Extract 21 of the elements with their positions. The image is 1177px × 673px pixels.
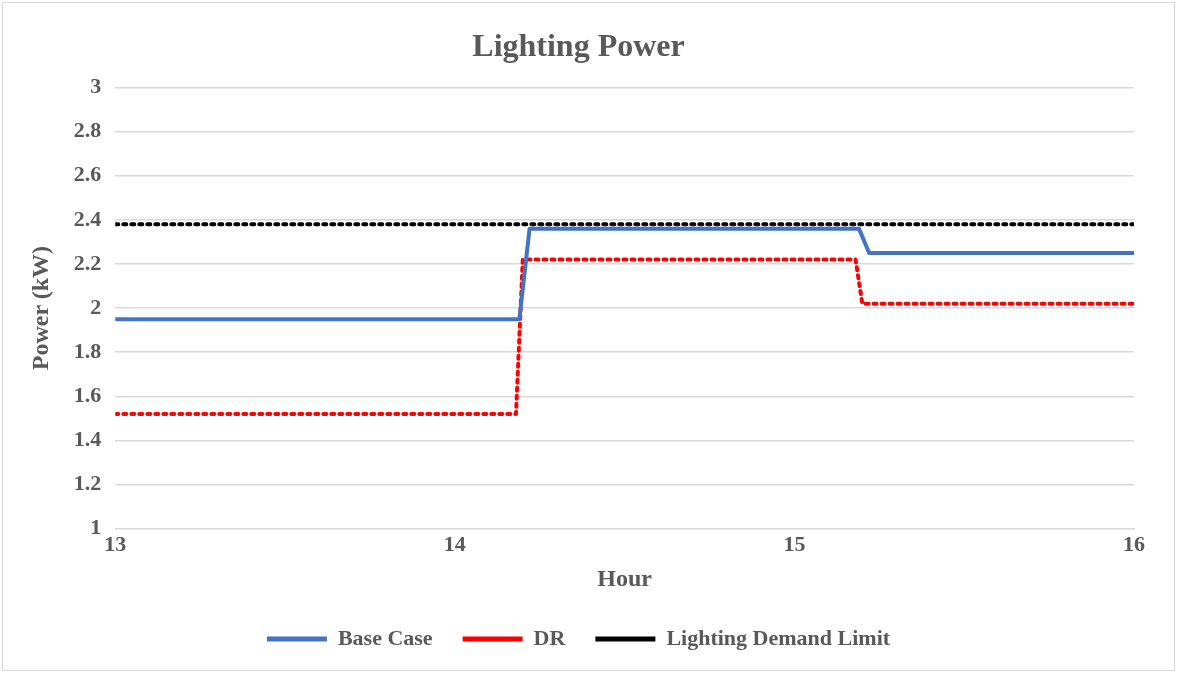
- y-axis-title: Power (kW): [26, 246, 53, 371]
- y-tick-label: 2.8: [73, 117, 102, 143]
- x-tick-label: 14: [443, 530, 466, 556]
- x-tick-label: 13: [104, 530, 127, 556]
- x-tick-label: 15: [783, 530, 806, 556]
- y-tick-label: 1.6: [73, 382, 102, 408]
- y-tick-label: 2.2: [73, 249, 102, 275]
- y-tick-label: 3: [90, 73, 102, 99]
- y-tick-label: 1.8: [73, 337, 102, 363]
- x-axis-title: Hour: [597, 564, 653, 591]
- legend-label: Lighting Demand Limit: [666, 624, 891, 650]
- y-tick-label: 1: [90, 514, 102, 540]
- y-tick-label: 2: [90, 293, 102, 319]
- y-tick-label: 2.6: [73, 161, 102, 187]
- y-tick-label: 2.4: [73, 205, 102, 231]
- x-tick-label: 16: [1123, 530, 1145, 556]
- legend-label: Base Case: [337, 624, 433, 650]
- y-tick-label: 1.2: [73, 470, 102, 496]
- legend-label: DR: [533, 624, 567, 650]
- chart-title: Lighting Power: [472, 27, 685, 64]
- y-tick-label: 1.4: [73, 426, 102, 452]
